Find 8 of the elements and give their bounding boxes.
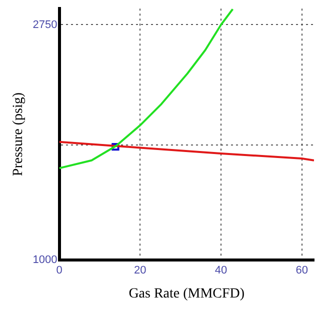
x-tick-label: 0 [56, 264, 62, 277]
y-axis-title: Pressure (psig) [11, 92, 26, 176]
y-tick-label: 1000 [32, 254, 58, 266]
x-tick-label: 40 [214, 264, 228, 277]
y-tick-label: 2750 [32, 18, 58, 31]
x-tick-label: 20 [134, 264, 146, 277]
x-tick-label: 60 [296, 264, 308, 277]
x-axis-title: Gas Rate (MMCFD) [128, 286, 245, 302]
